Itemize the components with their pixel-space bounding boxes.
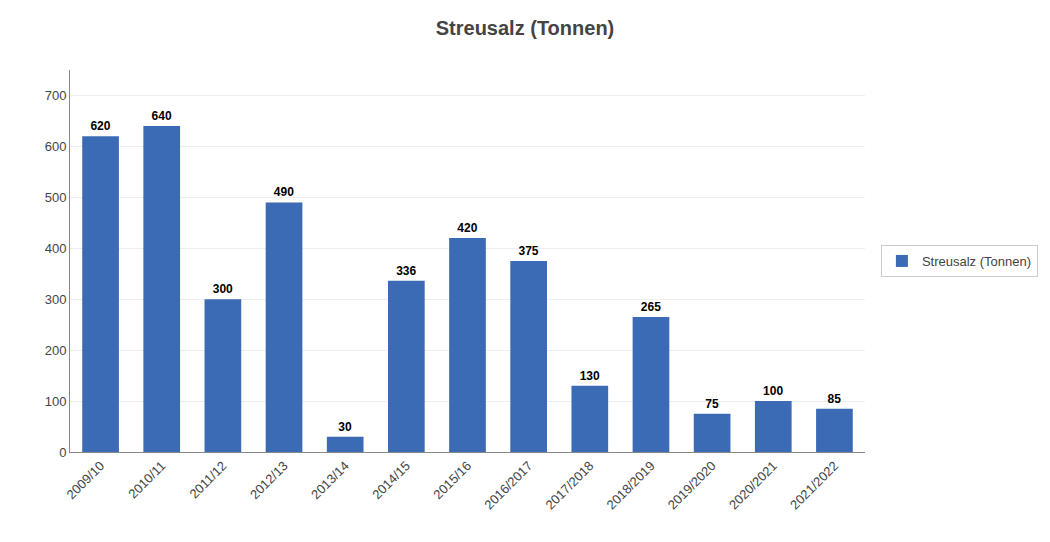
svg-text:2018/2019: 2018/2019 (604, 458, 658, 512)
svg-text:2021/2022: 2021/2022 (787, 458, 841, 512)
svg-text:600: 600 (45, 139, 67, 154)
svg-text:265: 265 (641, 300, 661, 314)
svg-text:700: 700 (45, 88, 67, 103)
svg-text:420: 420 (457, 221, 477, 235)
svg-text:75: 75 (705, 397, 719, 411)
svg-text:100: 100 (763, 384, 783, 398)
svg-text:2010/11: 2010/11 (125, 458, 168, 501)
svg-text:2019/2020: 2019/2020 (665, 458, 719, 512)
svg-text:640: 640 (152, 109, 172, 123)
svg-text:130: 130 (580, 369, 600, 383)
svg-text:2013/14: 2013/14 (308, 458, 352, 502)
svg-text:2011/12: 2011/12 (186, 458, 229, 501)
svg-text:336: 336 (396, 264, 416, 278)
svg-text:Streusalz (Tonnen): Streusalz (Tonnen) (436, 17, 615, 39)
svg-text:375: 375 (518, 244, 538, 258)
svg-text:2012/13: 2012/13 (247, 458, 291, 502)
svg-text:300: 300 (213, 282, 233, 296)
svg-text:500: 500 (45, 190, 67, 205)
svg-text:620: 620 (90, 119, 110, 133)
svg-text:30: 30 (338, 420, 352, 434)
svg-text:2014/15: 2014/15 (369, 458, 413, 502)
svg-text:85: 85 (828, 392, 842, 406)
svg-text:2016/2017: 2016/2017 (481, 458, 535, 512)
svg-text:490: 490 (274, 185, 294, 199)
svg-text:400: 400 (45, 241, 67, 256)
svg-text:0: 0 (59, 445, 66, 460)
svg-text:300: 300 (45, 292, 67, 307)
svg-text:100: 100 (45, 394, 67, 409)
svg-text:200: 200 (45, 343, 67, 358)
svg-text:2017/2018: 2017/2018 (542, 458, 596, 512)
svg-text:Streusalz (Tonnen): Streusalz (Tonnen) (922, 254, 1031, 269)
svg-text:2015/16: 2015/16 (430, 458, 474, 502)
svg-text:2020/2021: 2020/2021 (726, 458, 780, 512)
svg-text:2009/10: 2009/10 (63, 458, 107, 502)
